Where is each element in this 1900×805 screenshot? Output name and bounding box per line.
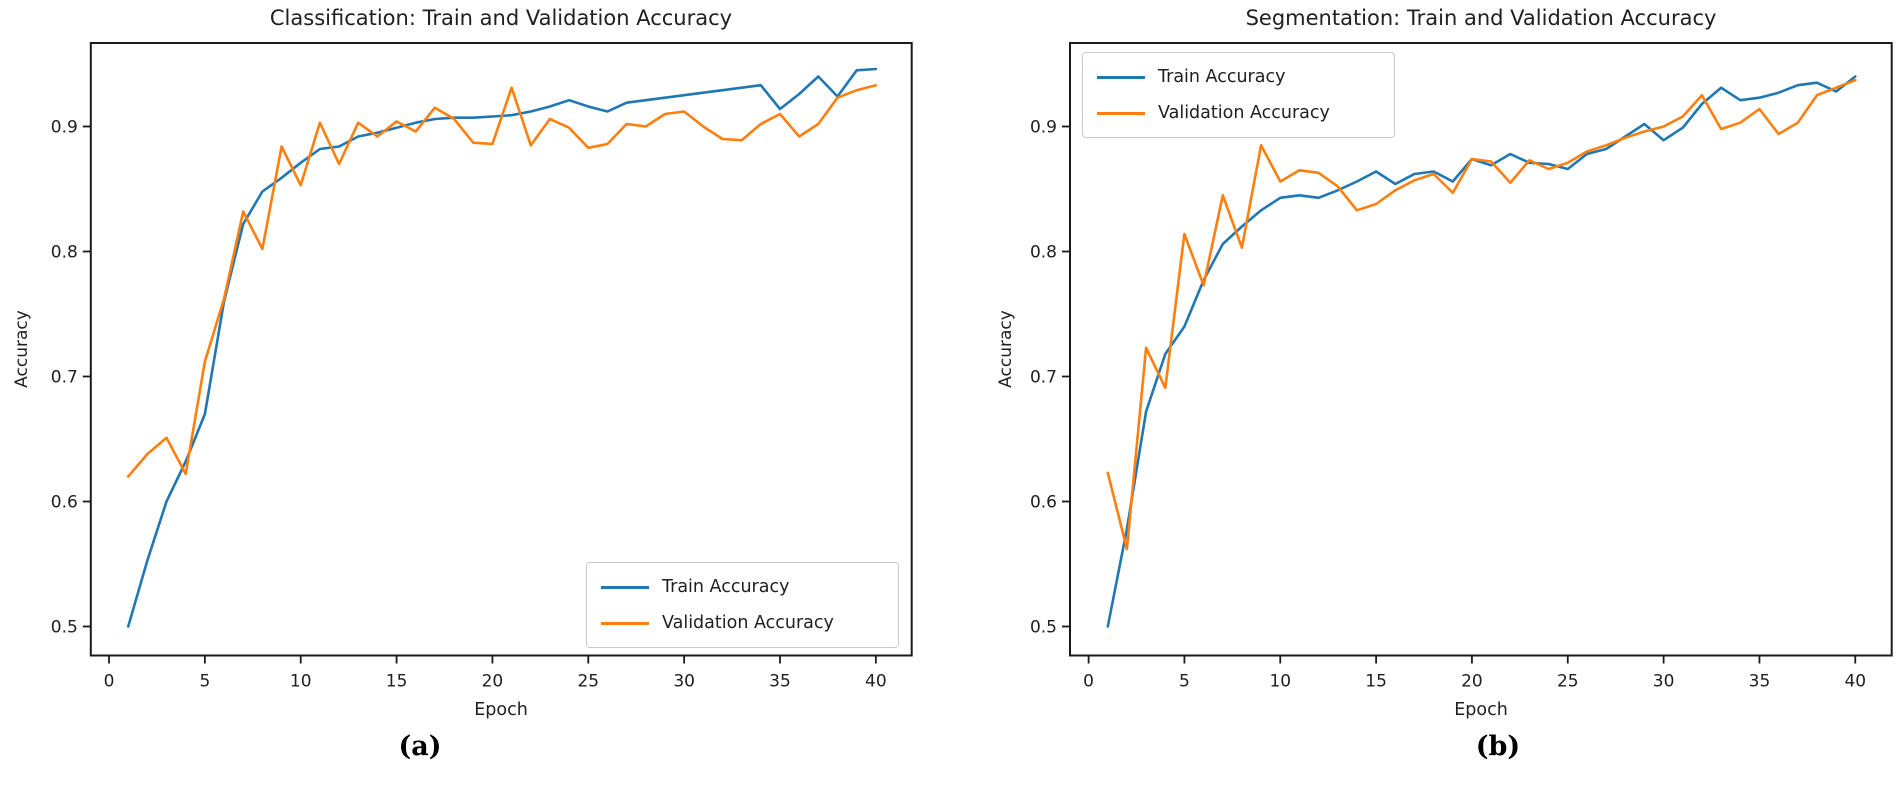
y-tick-label: 0.9	[1030, 118, 1057, 138]
y-tick-label: 0.5	[51, 618, 78, 638]
legend-entry: Validation Accuracy	[587, 605, 898, 641]
x-tick-label: 30	[673, 672, 695, 692]
x-tick-label: 40	[865, 672, 887, 692]
validation-accuracy-line	[126, 83, 878, 478]
subfigure-caption-b: (b)	[1475, 731, 1521, 762]
plot-spines	[1069, 42, 1893, 657]
segmentation-chart-canvas: 0 5 10 15 20 25 30 35 40 0.5 0.6 0.7 0.8 0.9	[1030, 42, 1893, 692]
classification-legend: Train Accuracy Validation Accuracy	[586, 562, 899, 648]
legend-entry: Train Accuracy	[1083, 59, 1394, 95]
segmentation-chart-title: Segmentation: Train and Validation Accur…	[1245, 6, 1717, 30]
y-tick-label: 0.8	[51, 243, 78, 263]
legend-line-swatch	[601, 621, 649, 625]
y-tick-label: 0.6	[1030, 493, 1057, 513]
validation-accuracy-line	[1106, 78, 1857, 551]
y-tick-label: 0.7	[51, 368, 78, 388]
x-tick-label: 25	[1557, 672, 1579, 692]
train-accuracy-line	[126, 67, 878, 628]
subfigure-caption-a: (a)	[398, 731, 442, 762]
x-tick-label: 0	[104, 672, 115, 692]
y-tick-label: 0.6	[51, 493, 78, 513]
segmentation-legend: Train Accuracy Validation Accuracy	[1082, 52, 1395, 138]
x-tick-label: 0	[1083, 672, 1094, 692]
legend-label: Validation Accuracy	[1158, 103, 1330, 123]
legend-line-swatch	[1097, 111, 1145, 115]
x-tick-label: 35	[1749, 672, 1771, 692]
x-tick-label: 5	[1179, 672, 1190, 692]
legend-line-swatch	[601, 585, 649, 589]
y-tick-label: 0.7	[1030, 368, 1057, 388]
segmentation-y-axis-label: Accuracy	[996, 310, 1016, 388]
x-tick-label: 15	[1365, 672, 1387, 692]
legend-entry: Train Accuracy	[587, 569, 898, 605]
x-tick-label: 20	[482, 672, 504, 692]
x-tick-label: 15	[386, 672, 408, 692]
x-tick-label: 10	[1269, 672, 1291, 692]
classification-x-axis-label: Epoch	[474, 700, 528, 720]
x-tick-label: 10	[290, 672, 312, 692]
y-tick-label: 0.5	[1030, 618, 1057, 638]
x-tick-label: 20	[1461, 672, 1483, 692]
legend-line-swatch	[1097, 75, 1145, 79]
x-tick-label: 5	[199, 672, 210, 692]
x-tick-label: 25	[577, 672, 599, 692]
y-tick-label: 0.9	[51, 118, 78, 138]
legend-label: Train Accuracy	[662, 577, 790, 597]
classification-chart-canvas: 0 5 10 15 20 25 30 35 40 0.5 0.6 0.7 0.8 0.9	[51, 42, 913, 692]
legend-label: Validation Accuracy	[662, 613, 834, 633]
legend-entry: Validation Accuracy	[1083, 95, 1394, 131]
legend-label: Train Accuracy	[1158, 67, 1286, 87]
x-tick-label: 40	[1844, 672, 1866, 692]
classification-y-axis-label: Accuracy	[12, 310, 32, 388]
train-accuracy-line	[1106, 75, 1857, 628]
x-tick-label: 35	[769, 672, 791, 692]
segmentation-x-axis-label: Epoch	[1454, 700, 1508, 720]
plot-spines	[89, 42, 913, 657]
y-tick-label: 0.8	[1030, 243, 1057, 263]
classification-chart-title: Classification: Train and Validation Acc…	[269, 6, 733, 30]
x-tick-label: 30	[1653, 672, 1675, 692]
